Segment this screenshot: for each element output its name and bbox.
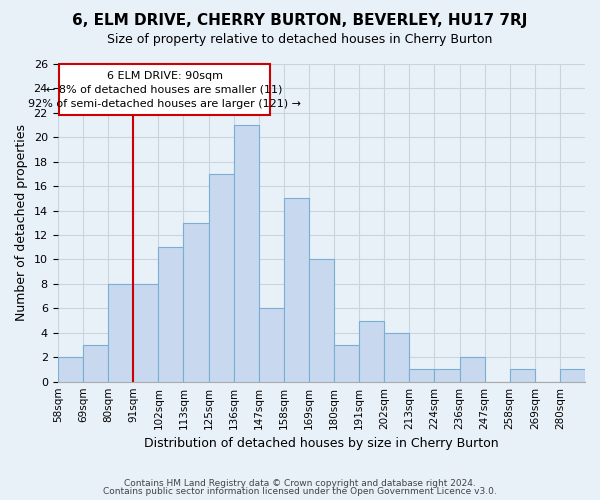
Bar xyxy=(58,357,83,382)
FancyBboxPatch shape xyxy=(59,64,270,116)
Bar xyxy=(359,320,384,382)
Bar xyxy=(83,345,108,382)
Bar xyxy=(259,308,284,382)
Bar xyxy=(434,370,460,382)
Bar xyxy=(334,345,359,382)
Text: Size of property relative to detached houses in Cherry Burton: Size of property relative to detached ho… xyxy=(107,32,493,46)
Bar xyxy=(560,370,585,382)
Y-axis label: Number of detached properties: Number of detached properties xyxy=(15,124,28,322)
Text: Contains public sector information licensed under the Open Government Licence v3: Contains public sector information licen… xyxy=(103,487,497,496)
Bar xyxy=(384,333,409,382)
Bar xyxy=(158,248,184,382)
Text: Contains HM Land Registry data © Crown copyright and database right 2024.: Contains HM Land Registry data © Crown c… xyxy=(124,478,476,488)
Bar xyxy=(284,198,309,382)
Bar xyxy=(108,284,133,382)
Bar xyxy=(133,284,158,382)
Text: 6 ELM DRIVE: 90sqm
← 8% of detached houses are smaller (11)
92% of semi-detached: 6 ELM DRIVE: 90sqm ← 8% of detached hous… xyxy=(28,70,301,108)
Bar xyxy=(460,357,485,382)
X-axis label: Distribution of detached houses by size in Cherry Burton: Distribution of detached houses by size … xyxy=(144,437,499,450)
Bar xyxy=(233,125,259,382)
Bar xyxy=(510,370,535,382)
Bar xyxy=(309,260,334,382)
Bar xyxy=(184,223,209,382)
Bar xyxy=(409,370,434,382)
Text: 6, ELM DRIVE, CHERRY BURTON, BEVERLEY, HU17 7RJ: 6, ELM DRIVE, CHERRY BURTON, BEVERLEY, H… xyxy=(73,12,527,28)
Bar xyxy=(209,174,233,382)
